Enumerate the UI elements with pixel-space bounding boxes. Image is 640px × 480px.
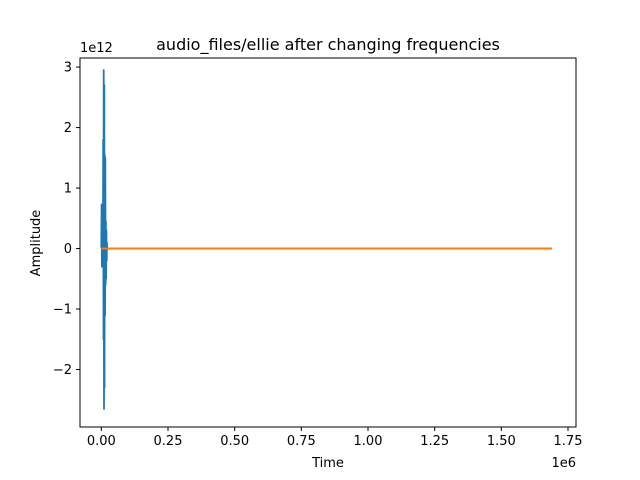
x-tick-label: 1.75 xyxy=(554,434,583,449)
plot-frame xyxy=(79,57,577,428)
plot-lines xyxy=(100,69,552,410)
x-axis: 0.00 0.25 0.50 0.75 1.00 1.25 1.50 1.75 xyxy=(87,427,583,449)
x-tick-label: 1.00 xyxy=(354,434,383,449)
x-tick-label: 1.25 xyxy=(420,434,449,449)
x-tick-label: 1.50 xyxy=(487,434,516,449)
x-tick-label: 0.75 xyxy=(287,434,316,449)
x-tick-label: 0.50 xyxy=(220,434,249,449)
y-tick-label: −1 xyxy=(53,303,72,318)
series-line-1 xyxy=(100,69,552,410)
y-offset-label: 1e12 xyxy=(80,41,113,56)
y-tick-label: 3 xyxy=(64,61,72,76)
y-tick-label: 1 xyxy=(64,182,72,197)
x-tick-label: 0.25 xyxy=(154,434,183,449)
x-axis-title: Time xyxy=(311,456,344,471)
y-axis: −2 −1 0 1 2 3 xyxy=(53,61,80,378)
y-tick-label: 0 xyxy=(64,242,72,257)
chart-title: audio_files/ellie after changing frequen… xyxy=(156,35,500,55)
y-tick-label: −2 xyxy=(53,363,72,378)
x-offset-label: 1e6 xyxy=(551,456,576,471)
y-axis-title: Amplitude xyxy=(29,210,44,277)
y-tick-label: 2 xyxy=(64,121,72,136)
x-tick-label: 0.00 xyxy=(87,434,116,449)
